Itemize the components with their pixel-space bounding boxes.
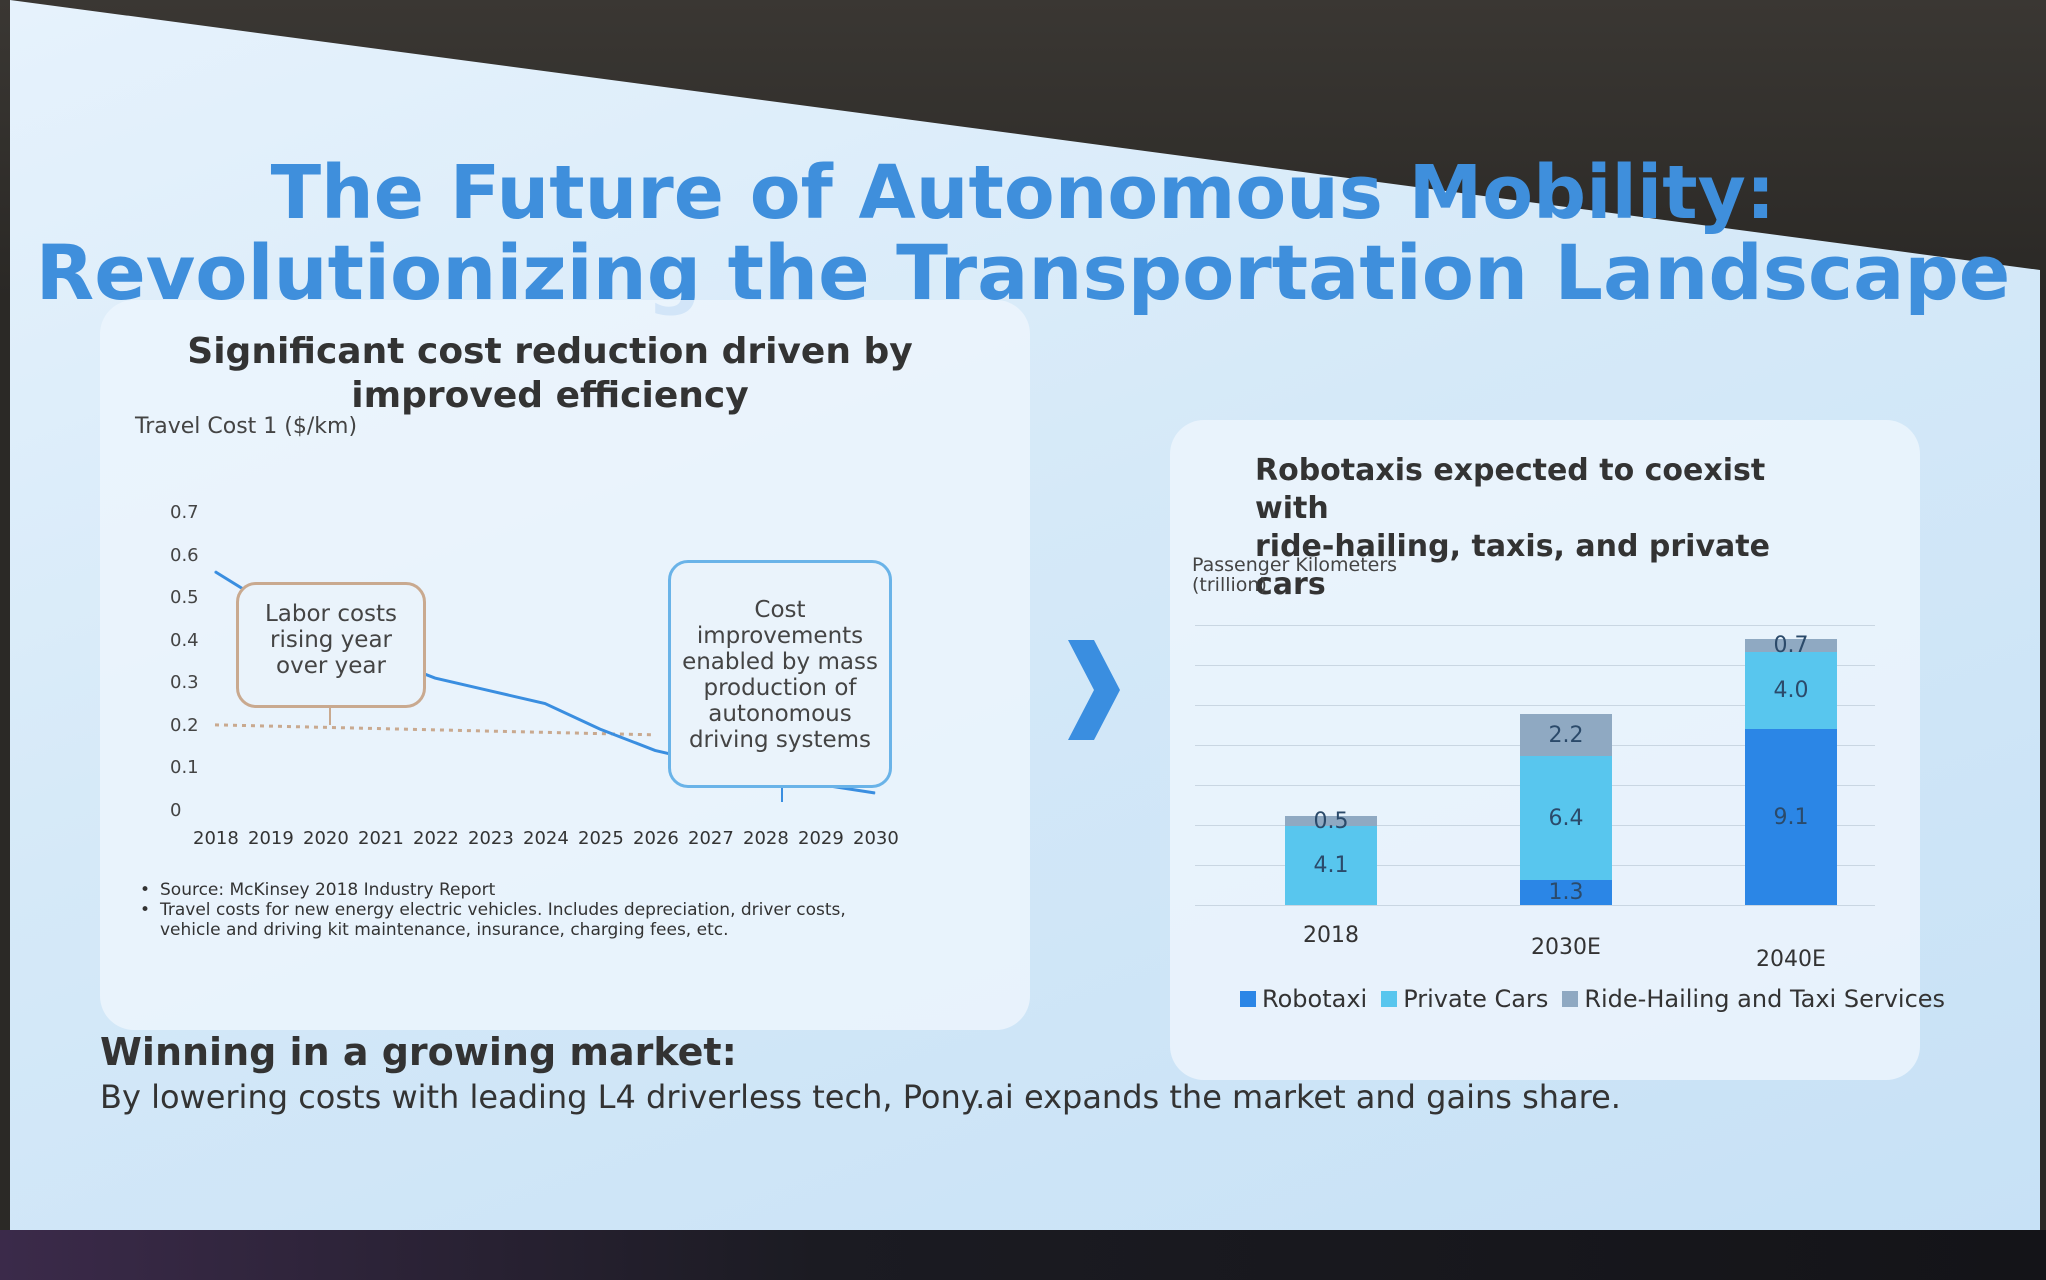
x-tick-label: 2020: [303, 828, 349, 849]
cost-callout-line-2: improvements: [696, 623, 864, 649]
cost-callout-line-3: enabled by mass: [682, 649, 878, 675]
x-tick-label: 2024: [523, 828, 569, 849]
bar-segment-ride-hailing: 0.5: [1285, 809, 1377, 834]
legend-item-robotaxi: Robotaxi: [1240, 985, 1367, 1013]
legend-item-private-cars: Private Cars: [1381, 985, 1548, 1013]
bottom-body-text: By lowering costs with leading L4 driver…: [100, 1078, 1621, 1116]
x-tick-label: 2027: [688, 828, 734, 849]
chevron-right-icon: [1068, 640, 1120, 740]
legend-label-robotaxi: Robotaxi: [1262, 985, 1368, 1013]
line-chart-ylabel: Travel Cost 1 ($/km): [135, 414, 358, 439]
bar-segment-ride-hailing: 0.7: [1745, 633, 1837, 658]
market-panel-title-line1: Robotaxis expected to coexist with: [1255, 453, 1766, 526]
x-tick-label: 2028: [743, 828, 789, 849]
y-tick-label: 0.4: [170, 629, 199, 651]
cost-callout-line-6: driving systems: [688, 727, 872, 753]
bar-category-label: 2030E: [1531, 935, 1601, 960]
legend-item-ride-hailing: Ride-Hailing and Taxi Services: [1562, 985, 1945, 1013]
y-tick-label: 0.7: [170, 502, 199, 523]
bar-segment-private-cars: 6.4: [1520, 756, 1612, 880]
bar-gridline: [1195, 905, 1875, 906]
bar-gridline: [1195, 625, 1875, 626]
bar-legend: Robotaxi Private Cars Ride-Hailing and T…: [1240, 985, 1945, 1013]
bar-gridline: [1195, 705, 1875, 706]
x-tick-label: 2025: [578, 828, 624, 849]
y-tick-label: 0.2: [170, 714, 199, 736]
labor-costs-callout: Labor costs rising year over year: [236, 582, 426, 708]
bar-segment-robotaxi: 1.3: [1520, 879, 1612, 905]
cost-callout-line-4: production of: [703, 675, 857, 701]
slide-title-line1: The Future of Autonomous Mobility:: [270, 150, 1776, 236]
market-panel-title: Robotaxis expected to coexist with ride-…: [1255, 452, 1815, 604]
bar-segment-private-cars: 4.1: [1285, 825, 1377, 905]
labor-callout-line-1: Labor costs: [264, 601, 398, 627]
source-notes: Source: McKinsey 2018 Industry Report Tr…: [140, 880, 900, 940]
y-tick-label: 0.5: [170, 587, 199, 609]
x-tick-label: 2029: [798, 828, 844, 849]
x-tick-label: 2023: [468, 828, 514, 849]
legend-swatch-private-cars: [1381, 991, 1398, 1007]
cost-callout-line-1: Cost: [754, 597, 806, 623]
bar-chart-ylabel: Passenger Kilometers (trillion): [1192, 554, 1398, 596]
legend-label-private-cars: Private Cars: [1403, 985, 1549, 1013]
x-tick-label: 2022: [413, 828, 459, 849]
cost-panel-title-line1: Significant cost reduction driven by: [187, 331, 913, 372]
y-tick-label: 0.1: [170, 757, 199, 779]
legend-swatch-ride-hailing: [1562, 991, 1579, 1007]
source-note-1: Source: McKinsey 2018 Industry Report: [140, 880, 900, 900]
y-tick-label: 0: [170, 800, 182, 821]
source-note-2: Travel costs for new energy electric veh…: [140, 900, 900, 940]
bar-segment-robotaxi: 9.1: [1745, 729, 1837, 905]
legend-swatch-robotaxi: [1240, 991, 1256, 1007]
bar-gridline: [1195, 665, 1875, 666]
cost-panel-title-line2: improved efficiency: [351, 375, 749, 416]
bar-segment-ride-hailing: 2.2: [1520, 713, 1612, 757]
x-tick-label: 2018: [193, 828, 239, 849]
bottom-heading: Winning in a growing market:: [100, 1030, 737, 1074]
cost-improvements-callout: Cost improvements enabled by mass productio…: [668, 560, 892, 788]
market-panel-title-line2: ride-hailing, taxis, and private cars: [1255, 529, 1770, 602]
y-tick-label: 0.3: [170, 672, 199, 694]
x-tick-label: 2021: [358, 828, 404, 849]
labor-callout-line-3: over year: [276, 653, 386, 679]
labor-callout-line-2: rising year: [269, 627, 393, 653]
x-tick-label: 2026: [633, 828, 679, 849]
bar-category-label: 2018: [1303, 923, 1359, 948]
y-tick-label: 0.6: [170, 544, 199, 566]
cost-panel-title: Significant cost reduction driven by imp…: [180, 330, 920, 418]
bar-segment-private-cars: 4.0: [1745, 652, 1837, 730]
x-tick-label: 2030: [853, 828, 899, 849]
floor: [0, 1230, 2046, 1280]
cost-callout-line-5: autonomous: [708, 701, 852, 727]
bar-category-label: 2040E: [1756, 947, 1826, 972]
x-tick-label: 2019: [248, 828, 294, 849]
legend-label-ride-hailing: Ride-Hailing and Taxi Services: [1584, 985, 1946, 1013]
